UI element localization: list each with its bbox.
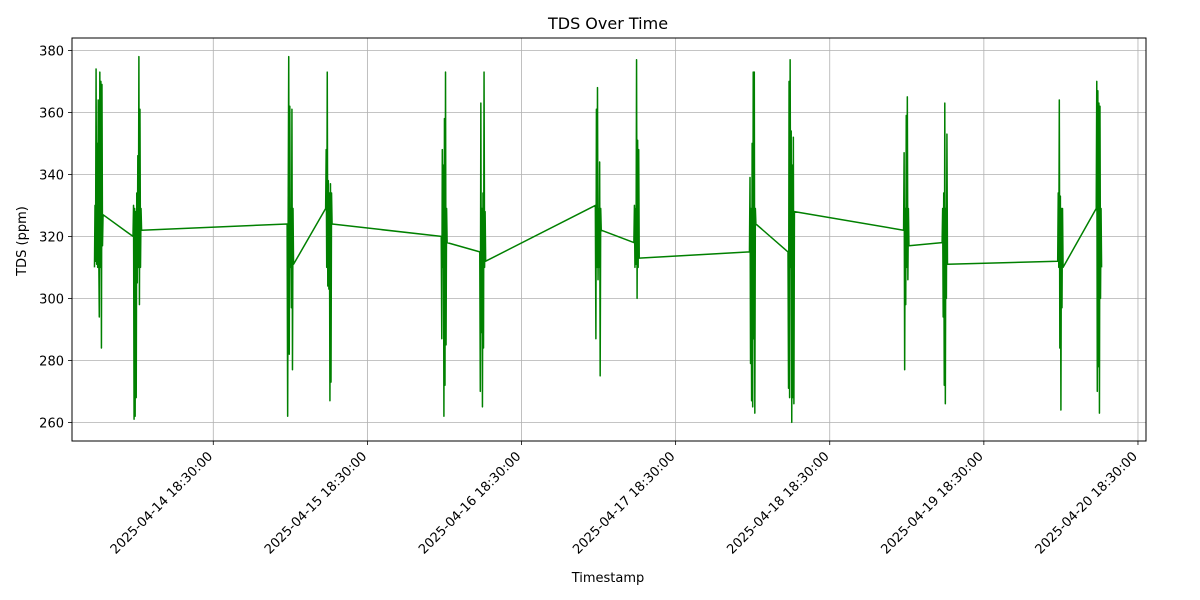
y-tick-label: 320 xyxy=(39,230,64,245)
grid-lines xyxy=(72,38,1146,441)
y-tick-label: 380 xyxy=(39,44,64,59)
plot-frame xyxy=(71,37,1147,442)
y-tick-label: 280 xyxy=(39,354,64,369)
y-tick-label: 300 xyxy=(39,292,64,307)
tds-series-line xyxy=(93,55,1103,424)
y-tick-label: 340 xyxy=(39,168,64,183)
x-axis-label: Timestamp xyxy=(571,571,645,586)
y-tick-label: 260 xyxy=(39,416,64,431)
y-axis-label: TDS (ppm) xyxy=(15,206,30,277)
chart-title: TDS Over Time xyxy=(547,14,668,33)
y-tick-label: 360 xyxy=(39,106,64,121)
series-layer xyxy=(93,55,1103,424)
